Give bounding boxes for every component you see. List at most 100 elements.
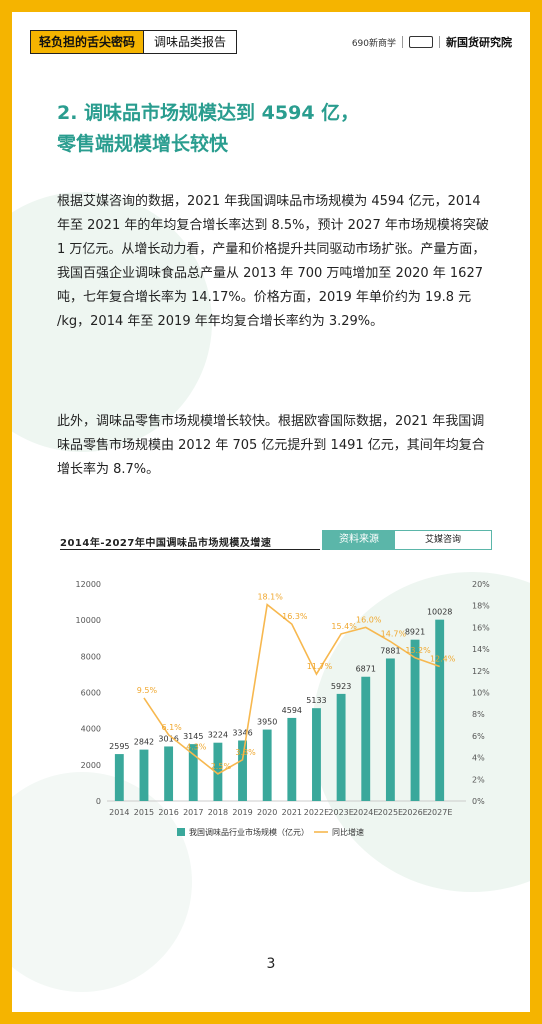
section-title: 2. 调味品市场规模达到 4594 亿， 零售端规模增长较快: [57, 98, 359, 160]
growth-rate-label: 4.3%: [186, 742, 207, 751]
y-left-tick-label: 4000: [81, 725, 101, 734]
chart-title-rule: [60, 549, 320, 550]
bar-value-label: 3224: [208, 731, 228, 740]
bar: [139, 749, 149, 801]
bar-value-label: 8921: [405, 628, 425, 637]
bar: [312, 708, 321, 801]
section-title-line1: 2. 调味品市场规模达到 4594 亿，: [57, 102, 360, 124]
bar: [287, 717, 297, 801]
bar-value-label: 5923: [331, 682, 351, 691]
growth-rate-label: 2.5%: [211, 762, 232, 771]
data-source-label: 资料来源: [323, 531, 395, 549]
background-circle: [12, 772, 192, 992]
paragraph-retail-market: 此外，调味品零售市场规模增长较快。根据欧睿国际数据，2021 年我国调味品零售市…: [57, 414, 485, 477]
bar-value-label: 3145: [183, 732, 203, 741]
y-right-tick-label: 2%: [472, 775, 485, 784]
x-tick-label: 2024E: [353, 808, 378, 817]
y-right-tick-label: 18%: [472, 602, 490, 611]
background-circle: [12, 192, 212, 452]
y-left-tick-label: 8000: [81, 652, 101, 661]
bar: [410, 639, 420, 801]
y-left-tick-label: 12000: [76, 580, 101, 589]
bar-value-label: 10028: [427, 608, 452, 617]
x-tick-label: 2020: [257, 808, 277, 817]
growth-rate-label: 16.3%: [282, 612, 308, 621]
growth-rate-label: 13.2%: [405, 646, 431, 655]
x-tick-label: 2025E: [378, 808, 403, 817]
y-left-tick-label: 6000: [81, 689, 101, 698]
bar-value-label: 2842: [134, 738, 154, 747]
growth-rate-label: 15.4%: [331, 622, 357, 631]
logo-divider: [402, 36, 403, 48]
x-tick-label: 2014: [109, 808, 129, 817]
bar: [336, 693, 346, 801]
legend-bar-label: 我国调味品行业市场规模（亿元）: [189, 827, 309, 837]
growth-rate-line: [143, 603, 440, 775]
bar: [262, 729, 272, 801]
logo-new-national-goods: 新国货研究院: [446, 36, 512, 49]
x-tick-label: 2022E: [304, 808, 329, 817]
brand-logos: 690新商学 新国货研究院: [352, 34, 512, 50]
x-tick-label: 2017: [183, 808, 203, 817]
y-right-tick-label: 8%: [472, 710, 485, 719]
bar: [238, 740, 247, 801]
y-right-tick-label: 14%: [472, 645, 490, 654]
growth-rate-label: 6.1%: [161, 723, 182, 732]
x-tick-label: 2023E: [328, 808, 353, 817]
y-right-tick-label: 10%: [472, 689, 490, 698]
bar: [385, 658, 395, 801]
y-right-tick-label: 0%: [472, 797, 485, 806]
chart-plot: 0 2000 4000 6000 8000 10000 12000 0% 2% 4% 6% 8% 10%…: [76, 580, 491, 837]
bar: [213, 742, 223, 801]
bar: [361, 676, 371, 801]
report-series-tag: 轻负担的舌尖密码: [30, 30, 145, 54]
growth-rate-label: 12.4%: [430, 654, 456, 663]
growth-rate-label: 9.5%: [137, 686, 158, 695]
bar: [188, 744, 198, 801]
y-left-tick-label: 10000: [76, 616, 101, 625]
bar-value-label: 3950: [257, 718, 277, 727]
x-tick-label: 2018: [208, 808, 228, 817]
legend-bar-swatch: [177, 828, 185, 836]
y-right-tick-label: 12%: [472, 667, 490, 676]
legend-line-label: 同比增速: [332, 827, 364, 837]
growth-rate-label: 11.7%: [307, 662, 333, 671]
x-tick-label: 2027E: [427, 808, 452, 817]
logo-divider: [439, 36, 440, 48]
bar-value-label: 3346: [232, 728, 252, 737]
y-left-tick-label: 2000: [81, 761, 101, 770]
bar-value-label: 4594: [282, 706, 302, 715]
data-source-value: 艾媒咨询: [395, 531, 491, 549]
growth-rate-label: 18.1%: [257, 593, 283, 602]
chart-title: 2014年-2027年中国调味品市场规模及增速: [60, 538, 272, 549]
bar-value-label: 5133: [306, 696, 326, 705]
report-page: 轻负担的舌尖密码 调味品类报告 690新商学 新国货研究院 2. 调味品市场规模…: [12, 12, 530, 1012]
y-right-tick-label: 6%: [472, 732, 485, 741]
section-title-line2: 零售端规模增长较快: [57, 133, 229, 155]
y-right-tick-label: 20%: [472, 580, 490, 589]
bar: [435, 619, 445, 801]
bar: [164, 746, 174, 801]
bar-value-label: 2595: [109, 742, 129, 751]
bar: [114, 754, 124, 801]
growth-rate-label: 14.7%: [381, 630, 407, 639]
growth-rate-label: 16.0%: [356, 615, 382, 624]
growth-rate-label: 3.8%: [235, 748, 256, 757]
bar-value-label: 7881: [380, 646, 400, 655]
x-tick-label: 2021: [282, 808, 302, 817]
paragraph-market-size: 根据艾媒咨询的数据，2021 年我国调味品市场规模为 4594 亿元，2014 …: [57, 194, 489, 329]
bar-value-label: 3016: [158, 734, 178, 743]
x-tick-label: 2019: [232, 808, 252, 817]
x-tick-label: 2026E: [402, 808, 427, 817]
x-tick-label: 2015: [134, 808, 154, 817]
bar-value-label: 6871: [356, 665, 376, 674]
report-category-tag: 调味品类报告: [144, 30, 238, 54]
y-right-tick-label: 4%: [472, 754, 485, 763]
x-tick-label: 2016: [158, 808, 178, 817]
page-number: 3: [266, 956, 276, 972]
header-tags: 轻负担的舌尖密码 调味品类报告: [30, 30, 238, 54]
y-left-tick-label: 0: [96, 797, 101, 806]
market-size-chart: 2014年-2027年中国调味品市场规模及增速 资料来源 艾媒咨询 0 2000 4…: [52, 530, 500, 860]
logo-mark-icon: [409, 36, 433, 48]
y-right-tick-label: 16%: [472, 623, 490, 632]
